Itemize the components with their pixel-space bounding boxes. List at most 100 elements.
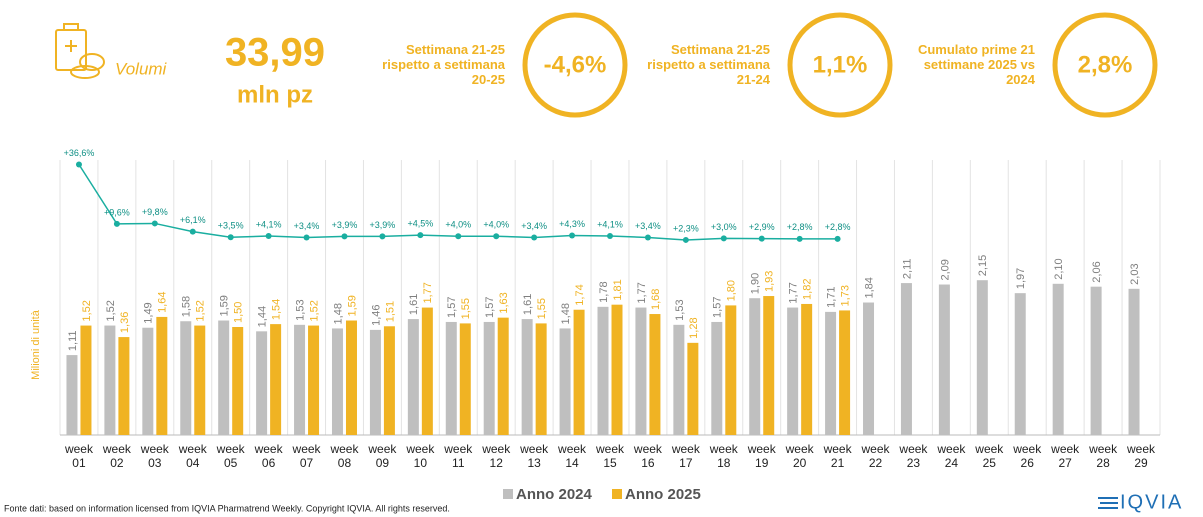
bar-value-label: 1,77 — [636, 282, 648, 303]
trend-marker — [151, 220, 158, 227]
trend-value-label: +4,1% — [597, 219, 623, 229]
bar — [900, 283, 912, 435]
bar — [749, 298, 761, 435]
bar — [331, 328, 343, 435]
trend-marker — [189, 228, 196, 235]
trend-marker — [607, 232, 613, 239]
bar-value-label: 1,55 — [460, 298, 472, 319]
bar-value-label: 1,68 — [650, 289, 662, 310]
bar — [118, 337, 130, 435]
trend-value-label: +2,3% — [673, 223, 699, 233]
kpi-description: Settimana 21-25 rispetto a settimana 20-… — [382, 42, 505, 87]
x-tick-label: week 28 — [1089, 442, 1118, 470]
trend-value-label: +2,8% — [787, 222, 813, 232]
legend-label: Anno 2025 — [625, 486, 701, 503]
bar — [1052, 283, 1064, 435]
trend-value-label: +3,9% — [332, 220, 358, 230]
bar — [104, 325, 116, 435]
bar — [270, 324, 282, 435]
bar-value-label: 1,46 — [370, 304, 382, 325]
bar-value-label: 2,06 — [1091, 261, 1103, 282]
bar — [497, 317, 509, 435]
bar-value-label: 1,55 — [536, 298, 548, 319]
bar — [787, 307, 799, 435]
bar — [308, 325, 320, 435]
bar — [1090, 286, 1102, 435]
bar — [483, 321, 495, 435]
trend-value-label: +6,1% — [180, 215, 206, 225]
bar — [194, 325, 206, 435]
bar — [445, 321, 457, 435]
bar — [825, 311, 837, 435]
bar-value-label: 1,61 — [408, 294, 420, 315]
bar-value-label: 1,53 — [294, 299, 306, 320]
x-tick-label: week 14 — [558, 442, 587, 470]
bar-value-label: 1,61 — [522, 294, 534, 315]
x-tick-label: week 29 — [1127, 442, 1156, 470]
trend-value-label: +4,1% — [256, 219, 282, 229]
trend-marker — [682, 236, 689, 243]
trend-marker — [796, 235, 803, 242]
x-tick-label: week 27 — [1051, 442, 1080, 470]
bar-value-label: 1,11 — [67, 330, 79, 351]
x-tick-label: week 23 — [899, 442, 928, 470]
bar-value-label: 1,54 — [271, 299, 283, 320]
trend-marker — [227, 234, 234, 241]
trend-value-label: +3,4% — [521, 221, 547, 231]
trend-value-label: +4,5% — [407, 218, 433, 228]
trend-marker — [417, 232, 424, 239]
bar — [345, 320, 357, 435]
bar-value-label: 1,53 — [674, 299, 686, 320]
legend-label: Anno 2024 — [516, 486, 593, 503]
bar — [180, 321, 192, 435]
source-note: Fonte dati: based on information license… — [4, 503, 450, 513]
bar — [66, 355, 78, 435]
trend-value-label: +3,4% — [294, 221, 320, 231]
x-tick-label: week 20 — [785, 442, 814, 470]
x-tick-label: week 02 — [102, 442, 131, 470]
kpi-label: Volumi — [115, 59, 168, 78]
bar-value-label: 1,81 — [612, 279, 624, 300]
trend-value-label: +4,0% — [445, 220, 471, 230]
bar-value-label: 1,57 — [446, 297, 458, 318]
x-tick-label: week 13 — [520, 442, 549, 470]
x-tick-label: week 06 — [254, 442, 283, 470]
trend-marker — [644, 234, 651, 241]
legend-swatch — [612, 489, 622, 499]
bar-value-label: 1,50 — [233, 302, 245, 323]
bar-value-label: 1,28 — [688, 317, 700, 338]
kpi-main-unit: mln pz — [237, 81, 313, 108]
trend-marker — [75, 161, 82, 168]
bar — [535, 323, 547, 435]
bar — [256, 331, 268, 435]
bar-value-label: 1,57 — [712, 297, 724, 318]
bar — [1128, 288, 1140, 435]
bar — [839, 310, 851, 435]
bar-value-label: 1,58 — [181, 296, 193, 317]
trend-marker — [758, 235, 765, 242]
kpi-circle — [522, 12, 628, 118]
x-tick-label: week 09 — [368, 442, 397, 470]
bar — [725, 305, 737, 435]
bar — [687, 342, 699, 435]
iqvia-logo-mark — [1098, 497, 1118, 509]
bar-value-label: 1,77 — [422, 282, 434, 303]
x-tick-label: week 10 — [406, 442, 435, 470]
x-tick-label: week 19 — [747, 442, 776, 470]
trend-marker — [455, 233, 462, 240]
bar-value-label: 1,52 — [195, 300, 207, 321]
bar — [711, 321, 723, 435]
bar-value-label: 1,97 — [1015, 268, 1027, 289]
bar-value-label: 1,74 — [574, 284, 586, 305]
bar-value-label: 1,36 — [119, 312, 131, 333]
bar — [218, 320, 230, 435]
bar-value-label: 1,77 — [788, 282, 800, 303]
trend-value-label: +4,0% — [483, 220, 509, 230]
bar-value-label: 1,57 — [484, 297, 496, 318]
bar-value-label: 1,48 — [332, 303, 344, 324]
x-tick-label: week 03 — [140, 442, 169, 470]
x-tick-label: week 16 — [633, 442, 662, 470]
bar-value-label: 1,82 — [802, 279, 814, 300]
